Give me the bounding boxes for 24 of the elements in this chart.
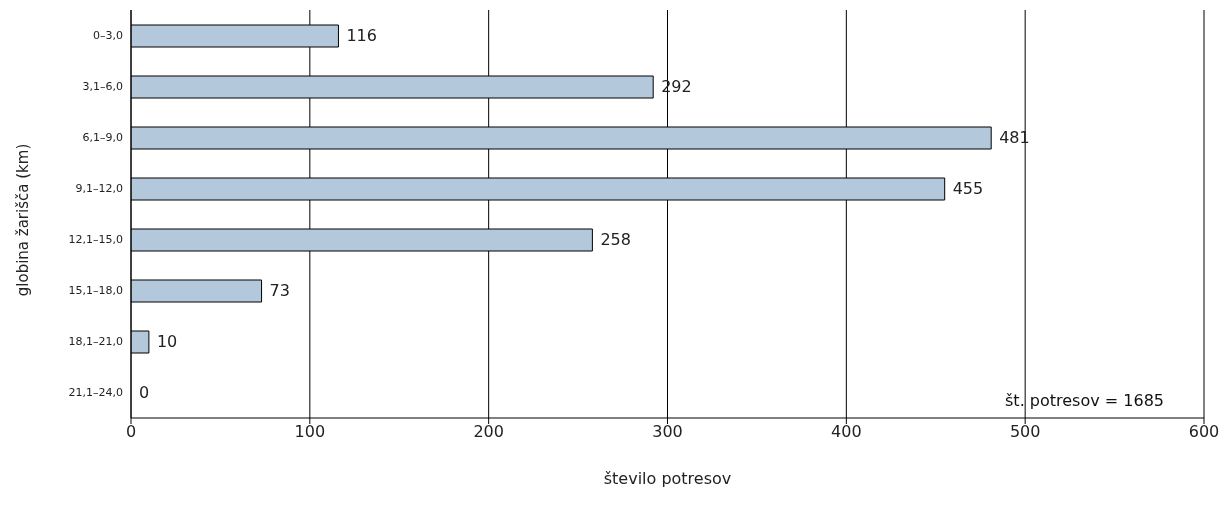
x-axis-title: število potresov <box>603 469 732 488</box>
data-label: 73 <box>269 281 290 301</box>
y-tick-label: 18,1–21,0 <box>68 335 123 349</box>
data-label: 10 <box>156 332 178 352</box>
x-tick-label: 300 <box>652 422 683 442</box>
y-tick-label: 9,1–12,0 <box>75 182 123 196</box>
data-label: 455 <box>952 179 984 199</box>
y-tick-label: 0–3,0 <box>93 29 123 43</box>
y-tick-label: 12,1–15,0 <box>68 233 123 247</box>
x-tick-label: 600 <box>1188 422 1220 442</box>
data-label: 0 <box>139 383 150 403</box>
y-tick-label: 15,1–18,0 <box>68 284 123 298</box>
y-tick-label: 6,1–9,0 <box>82 131 123 145</box>
x-tick-label: 0 <box>125 422 137 442</box>
x-tick-label: 500 <box>1009 422 1041 442</box>
y-tick-label: 3,1–6,0 <box>82 80 123 94</box>
data-label: 116 <box>346 26 377 46</box>
annotation: št. potresov = 1685 <box>1005 391 1164 410</box>
x-tick-label: 100 <box>294 422 326 442</box>
data-label: 258 <box>600 230 631 250</box>
x-tick-label: 200 <box>473 422 504 442</box>
y-tick-label: 21,1–24,0 <box>68 386 123 400</box>
x-tick-label: 400 <box>831 422 862 442</box>
y-axis-title: globina žarišča (km) <box>14 143 32 297</box>
